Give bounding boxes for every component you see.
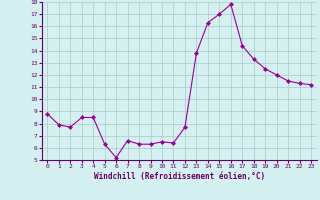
X-axis label: Windchill (Refroidissement éolien,°C): Windchill (Refroidissement éolien,°C) <box>94 172 265 181</box>
